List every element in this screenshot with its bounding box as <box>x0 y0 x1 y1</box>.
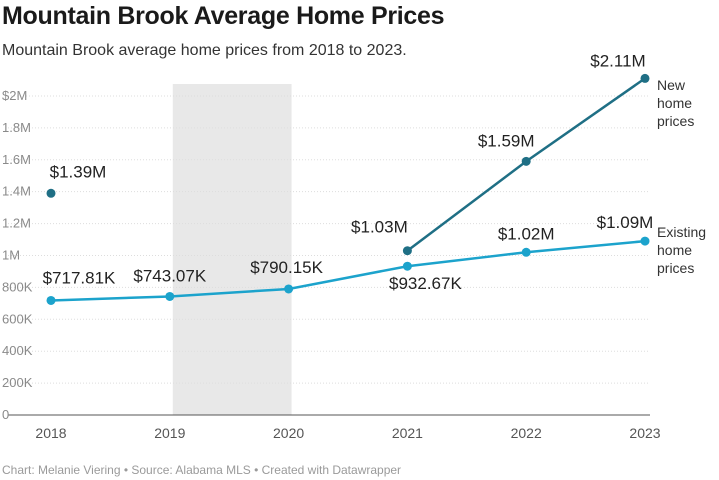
y-tick-label: 200K <box>2 375 33 390</box>
x-tick-label: 2023 <box>629 425 660 441</box>
existing-home-prices-point <box>402 261 412 271</box>
y-tick-label: $2M <box>2 88 27 103</box>
existing-home-prices-series-label: home <box>657 242 692 258</box>
existing-home-prices-point <box>165 291 175 301</box>
existing-home-prices-value-label: $1.02M <box>498 224 555 243</box>
chart-title: Mountain Brook Average Home Prices <box>2 2 445 30</box>
existing-home-prices-point <box>640 236 650 246</box>
y-tick-label: 1.6M <box>2 152 31 167</box>
shaded-region <box>172 84 292 415</box>
existing-home-prices-line <box>50 239 646 302</box>
existing-home-prices-value-label: $932.67K <box>389 274 462 293</box>
x-tick-label: 2020 <box>273 425 304 441</box>
existing-home-prices-series-label: prices <box>657 260 694 276</box>
y-tick-label: 1.4M <box>2 184 31 199</box>
new-home-prices-value-label: $2.11M <box>590 51 645 70</box>
new-home-prices-series-label: New <box>657 77 686 93</box>
new-home-prices-point <box>640 73 650 83</box>
y-tick-label: 400K <box>2 343 33 358</box>
new-home-prices-value-label: $1.39M <box>50 162 107 181</box>
new-home-prices-series-label: home <box>657 95 692 111</box>
existing-home-prices-value-label: $743.07K <box>133 266 206 285</box>
chart-subtitle: Mountain Brook average home prices from … <box>2 42 407 59</box>
existing-home-prices-point <box>521 247 531 257</box>
chart-footer: Chart: Melanie Viering • Source: Alabama… <box>2 463 402 477</box>
x-tick-label: 2019 <box>154 425 185 441</box>
line-chart: 0 200K 400K 600K 800K 1M 1.2M 1.4M 1.6M 1.8M $2M 2… <box>2 51 706 441</box>
existing-home-prices-value-label: $790.15K <box>250 258 323 277</box>
existing-home-prices-value-label: $717.81K <box>43 268 116 287</box>
new-home-prices-point <box>46 188 56 198</box>
y-tick-label: 600K <box>2 311 33 326</box>
existing-home-prices-series-label: Existing <box>657 224 706 240</box>
new-home-prices-point <box>402 246 412 256</box>
y-tick-label: 800K <box>2 279 33 294</box>
y-tick-label: 0 <box>2 407 9 422</box>
existing-home-prices-point <box>284 284 294 294</box>
new-home-prices-value-label: $1.03M <box>351 218 408 237</box>
new-home-prices-value-label: $1.59M <box>478 131 535 150</box>
new-home-prices-series-label: prices <box>657 113 694 129</box>
y-tick-label: 1.8M <box>2 120 31 135</box>
y-tick-label: 1M <box>2 247 20 262</box>
y-tick-label: 1.2M <box>2 216 31 231</box>
existing-home-prices-point <box>46 295 56 305</box>
x-tick-label: 2018 <box>35 425 66 441</box>
x-tick-label: 2022 <box>511 425 542 441</box>
existing-home-prices-value-label: $1.09M <box>597 213 654 232</box>
x-tick-label: 2021 <box>392 425 423 441</box>
new-home-prices-point <box>521 156 531 166</box>
